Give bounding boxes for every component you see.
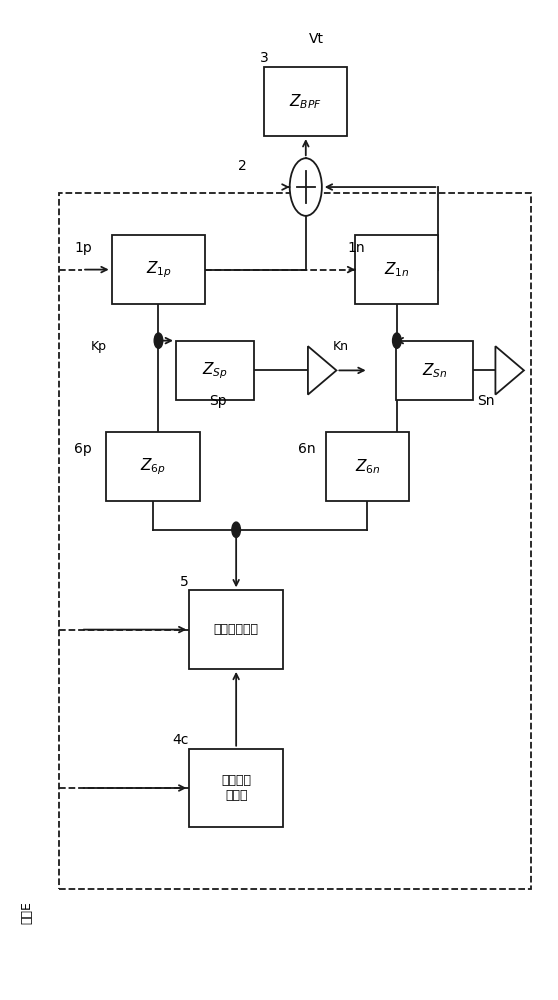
- Text: 3: 3: [260, 51, 269, 65]
- Text: $Z_{1p}$: $Z_{1p}$: [146, 259, 171, 280]
- Text: $Z_{Sn}$: $Z_{Sn}$: [421, 361, 447, 380]
- Text: 1n: 1n: [347, 241, 365, 255]
- Text: $Z_{1n}$: $Z_{1n}$: [384, 260, 410, 279]
- Bar: [326, 432, 409, 501]
- Text: 基准信号
生成器: 基准信号 生成器: [221, 774, 251, 802]
- Text: Kn: Kn: [333, 340, 349, 353]
- Circle shape: [232, 522, 240, 537]
- Text: $Z_{BPF}$: $Z_{BPF}$: [290, 92, 322, 111]
- Bar: [355, 235, 439, 304]
- Text: 6p: 6p: [74, 442, 92, 456]
- Circle shape: [290, 158, 322, 216]
- Bar: [189, 590, 283, 669]
- Text: 6n: 6n: [298, 442, 315, 456]
- Text: Sn: Sn: [477, 394, 495, 408]
- Bar: [396, 341, 473, 400]
- Text: 1p: 1p: [74, 241, 92, 255]
- Text: 电压转换电路: 电压转换电路: [214, 623, 259, 636]
- Polygon shape: [308, 346, 336, 395]
- Text: $Z_{6n}$: $Z_{6n}$: [354, 457, 380, 476]
- Text: 5: 5: [180, 575, 189, 589]
- Text: $Z_{6p}$: $Z_{6p}$: [140, 456, 166, 477]
- Bar: [112, 235, 205, 304]
- Text: 2: 2: [238, 159, 247, 173]
- Text: Vt: Vt: [309, 32, 324, 46]
- Bar: [176, 341, 253, 400]
- Bar: [189, 749, 283, 827]
- Text: Kp: Kp: [90, 340, 107, 353]
- Bar: [264, 67, 347, 136]
- Text: Sp: Sp: [209, 394, 227, 408]
- Text: 4c: 4c: [172, 733, 189, 747]
- Bar: [59, 193, 531, 889]
- Polygon shape: [496, 346, 524, 395]
- Text: $Z_{Sp}$: $Z_{Sp}$: [202, 360, 228, 381]
- Circle shape: [393, 333, 401, 348]
- Bar: [106, 432, 200, 501]
- Circle shape: [154, 333, 163, 348]
- Text: 电源E: 电源E: [21, 901, 33, 924]
